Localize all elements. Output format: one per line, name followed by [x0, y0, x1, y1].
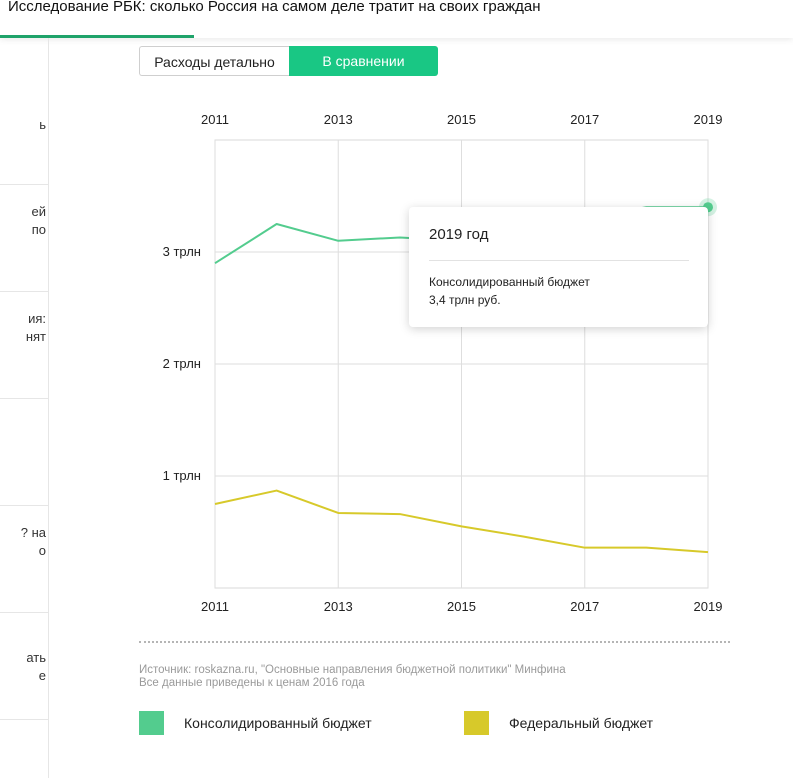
- legend-swatch: [139, 711, 164, 735]
- source-line: Все данные приведены к ценам 2016 года: [139, 677, 365, 689]
- x-tick-label-bottom: 2013: [324, 599, 353, 614]
- legend-swatch: [464, 711, 489, 735]
- tooltip-title: 2019 год: [429, 226, 489, 243]
- sidebar-item[interactable]: ать е: [0, 613, 48, 720]
- sidebar-item[interactable]: ь: [0, 78, 48, 185]
- tooltip-separator: [429, 260, 689, 261]
- source-line: Источник: roskazna.ru, "Основные направл…: [139, 664, 566, 676]
- sidebar-item-line: по: [31, 222, 46, 237]
- sidebar-item-line: ия:: [28, 311, 46, 326]
- sidebar-item-line: е: [38, 668, 46, 683]
- y-tick-label: 3 трлн: [163, 244, 201, 259]
- legend-item-consolidated[interactable]: Консолидированный бюджет: [139, 711, 372, 735]
- sidebar-item-line: о: [38, 543, 46, 558]
- legend-item-federal[interactable]: Федеральный бюджет: [464, 711, 653, 735]
- series-line-federal: [214, 489, 709, 554]
- sidebar-item-line: нят: [25, 329, 46, 344]
- sidebar: ь ей по ия: нят ? на о ать е: [0, 38, 49, 778]
- dotted-divider: [139, 641, 730, 643]
- sidebar-item-line: ? на: [20, 525, 46, 540]
- top-bar: Исследование РБК: сколько Россия на само…: [0, 0, 793, 38]
- x-tick-label-bottom: 2017: [570, 599, 599, 614]
- sidebar-item-line: ей: [31, 204, 47, 219]
- chart-tooltip: 2019 год Консолидированный бюджет 3,4 тр…: [409, 207, 708, 327]
- legend-label: Консолидированный бюджет: [184, 715, 372, 731]
- legend-label: Федеральный бюджет: [509, 715, 654, 731]
- y-tick-label: 2 трлн: [163, 356, 201, 371]
- x-tick-label-top: 2013: [324, 112, 353, 127]
- x-tick-label-bottom: 2019: [694, 599, 723, 614]
- sidebar-item[interactable]: ия: нят: [0, 292, 48, 399]
- x-tick-label-bottom: 2011: [201, 599, 229, 614]
- tab-comparison[interactable]: В сравнении: [289, 46, 438, 76]
- tooltip-value: 3,4 трлн руб.: [429, 293, 501, 307]
- sidebar-item[interactable]: [0, 399, 48, 506]
- article-title: Исследование РБК: сколько Россия на само…: [8, 0, 541, 15]
- sidebar-item[interactable]: ? на о: [0, 506, 48, 613]
- x-tick-label-top: 2017: [570, 112, 599, 127]
- source-note: Источник: roskazna.ru, "Основные направл…: [139, 664, 566, 690]
- x-tick-label-top: 2015: [447, 112, 476, 127]
- x-tick-label-top: 2019: [694, 112, 723, 127]
- x-tick-label-bottom: 2015: [447, 599, 476, 614]
- x-tick-label-top: 2011: [201, 112, 229, 127]
- sidebar-item-line: ь: [39, 117, 46, 132]
- tab-details[interactable]: Расходы детально: [139, 46, 289, 76]
- sidebar-item[interactable]: ей по: [0, 185, 48, 292]
- view-tabs: Расходы детально В сравнении: [139, 46, 438, 76]
- tooltip-series-name: Консолидированный бюджет: [429, 275, 590, 289]
- sidebar-item-line: ать: [26, 650, 46, 665]
- reading-progress-bar: [0, 35, 194, 38]
- y-tick-label: 1 трлн: [163, 468, 201, 483]
